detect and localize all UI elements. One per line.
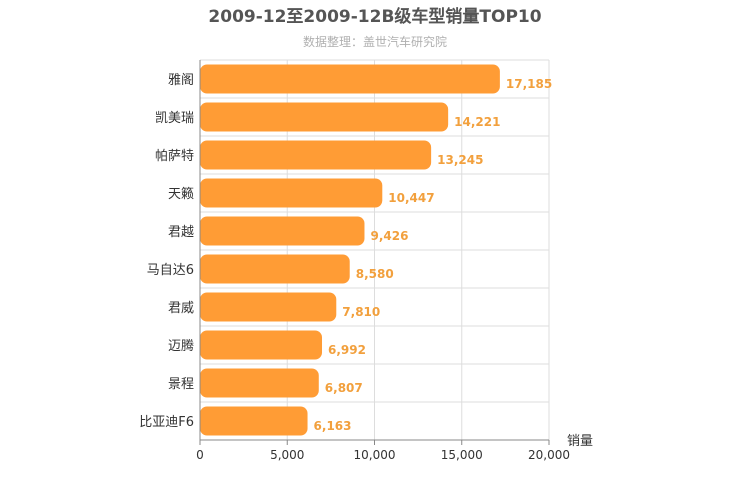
bar xyxy=(200,330,323,360)
chart-title: 2009-12至2009-12B级车型销量TOP10 xyxy=(208,6,541,27)
value-label: 7,810 xyxy=(342,305,380,319)
x-tick-label: 0 xyxy=(196,448,204,462)
category-label: 比亚迪F6 xyxy=(139,415,194,430)
category-label: 君越 xyxy=(168,225,194,240)
bar xyxy=(200,406,308,436)
category-label: 景程 xyxy=(168,377,194,392)
category-label: 天籁 xyxy=(168,187,194,202)
x-tick-labels: 0 5,000 10,000 15,000 20,000 xyxy=(196,440,570,462)
bar xyxy=(200,64,500,94)
x-axis-label: 销量 xyxy=(567,434,593,449)
bars xyxy=(200,64,500,436)
grid-lines xyxy=(200,59,550,441)
category-label: 凯美瑞 xyxy=(155,111,194,126)
category-label: 马自达6 xyxy=(147,263,194,278)
bar xyxy=(200,254,350,284)
bar xyxy=(200,178,383,208)
category-label: 君威 xyxy=(168,301,194,316)
category-label: 雅阁 xyxy=(168,73,194,88)
x-tick-label: 10,000 xyxy=(354,448,396,462)
value-label: 6,163 xyxy=(314,419,352,433)
value-label: 6,807 xyxy=(325,381,363,395)
bar xyxy=(200,140,432,170)
chart-subtitle: 数据整理：盖世汽车研究院 xyxy=(303,34,447,49)
x-tick-label: 5,000 xyxy=(270,448,304,462)
category-label: 迈腾 xyxy=(168,338,194,354)
bar xyxy=(200,102,449,132)
bar xyxy=(200,368,319,398)
x-tick-label: 15,000 xyxy=(441,448,483,462)
value-label: 17,185 xyxy=(506,77,552,91)
x-tick-label: 20,000 xyxy=(528,448,570,462)
value-label: 10,447 xyxy=(388,191,434,205)
bar xyxy=(200,292,337,322)
value-label: 9,426 xyxy=(370,229,408,243)
value-label: 8,580 xyxy=(356,267,394,281)
value-labels: 17,185 14,221 13,245 10,447 9,426 8,580 7,810 6… xyxy=(314,77,553,433)
value-label: 13,245 xyxy=(437,153,483,167)
category-label: 帕萨特 xyxy=(155,149,194,164)
value-label: 14,221 xyxy=(454,115,500,129)
value-label: 6,992 xyxy=(328,343,366,357)
bar xyxy=(200,216,365,246)
